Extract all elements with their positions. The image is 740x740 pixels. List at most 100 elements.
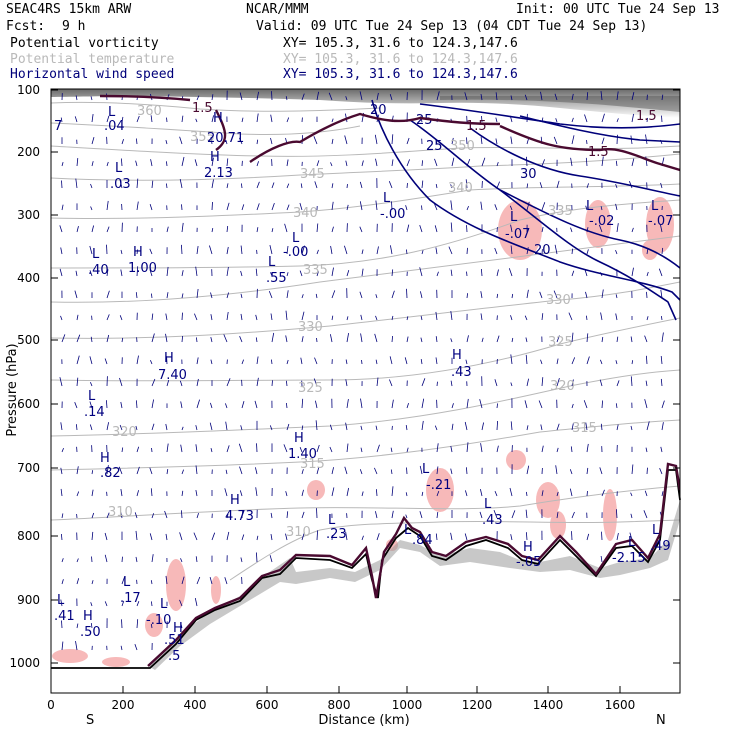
wind-vector	[76, 314, 79, 321]
extremum-label: L	[628, 535, 636, 550]
wind-vector	[196, 288, 199, 299]
wind-vector	[406, 402, 409, 409]
wind-vector	[601, 289, 604, 299]
wind-vector	[285, 335, 288, 343]
wind-vector	[361, 535, 364, 541]
extremum-label: H	[213, 111, 223, 126]
wind-vector	[76, 334, 81, 343]
wind-vector	[210, 136, 213, 145]
wind-vector	[601, 336, 604, 343]
wind-vector	[106, 422, 109, 431]
wind-vector	[241, 204, 245, 211]
wind-vector	[151, 333, 155, 343]
extremum-value: -.21	[426, 478, 451, 493]
wind-vector	[91, 470, 94, 475]
wind-vector	[435, 311, 438, 321]
wind-vector	[630, 513, 633, 519]
wind-vector	[271, 332, 275, 343]
wind-vector	[61, 334, 66, 343]
wind-vector	[209, 245, 213, 255]
wind-vector	[331, 201, 334, 211]
extremum-value: .82	[100, 466, 121, 481]
wind-vector	[106, 269, 109, 277]
wind-vector	[210, 337, 213, 343]
extremum-value: -.07	[505, 227, 530, 242]
wind-vector	[76, 158, 79, 167]
wind-vector	[345, 96, 348, 101]
wind-vector	[571, 511, 575, 519]
extremum-label: H	[173, 621, 183, 636]
wind-vector	[496, 403, 498, 409]
extremum-label: H	[210, 150, 220, 165]
wind-vector	[406, 224, 410, 233]
wind-vector	[196, 378, 199, 387]
wind-vector	[598, 224, 603, 233]
wind-vector	[615, 160, 618, 167]
wind-vector	[76, 558, 79, 563]
wind-vector	[541, 117, 544, 123]
wind-vector	[479, 399, 483, 409]
wind-vector	[661, 422, 664, 431]
wind-vector	[286, 290, 289, 299]
wind-vector	[61, 533, 63, 541]
wind-vector	[541, 490, 544, 497]
wind-vector	[165, 575, 168, 585]
wind-vector	[181, 312, 183, 321]
wind-vector	[331, 267, 334, 277]
wind-vector	[118, 466, 123, 475]
extremum-value: .51	[164, 633, 185, 648]
wind-vector	[465, 359, 468, 365]
wind-vector	[420, 315, 423, 321]
wind-vector	[181, 244, 183, 255]
wind-vector	[406, 467, 408, 475]
theta-label: 335	[303, 263, 328, 278]
wind-vector	[300, 183, 303, 189]
wind-vector	[376, 533, 380, 541]
wind-vector	[255, 314, 258, 321]
wind-vector	[238, 443, 243, 453]
wind-vector	[195, 444, 198, 453]
wind-vector	[586, 356, 590, 365]
wind-vector	[630, 425, 633, 431]
wind-vector	[316, 91, 319, 101]
wind-vector	[600, 206, 603, 211]
wind-vector	[630, 135, 633, 145]
extremum-value: -.07	[648, 214, 673, 229]
wind-vector	[435, 139, 438, 145]
wind-vector	[61, 513, 64, 519]
wind-vector	[151, 554, 154, 563]
wind-vector	[301, 398, 304, 409]
wind-vector	[644, 335, 648, 343]
pv-label: 1.5	[192, 101, 213, 116]
wind-vector	[136, 266, 139, 277]
wind-vector	[466, 225, 468, 233]
field-name-theta: Potential temperature	[10, 52, 175, 67]
extremum-label: L	[652, 523, 660, 538]
wind-vector	[151, 601, 153, 607]
wind-vector	[616, 91, 619, 101]
wind-vector	[255, 467, 258, 475]
wind-vector	[526, 532, 528, 541]
wind-vector	[391, 399, 394, 409]
wind-vector	[434, 225, 438, 233]
wind-vector	[286, 402, 288, 409]
wind-vector	[346, 204, 349, 211]
wind-vector	[570, 157, 573, 167]
wind-vector	[646, 249, 649, 255]
wind-vector	[435, 357, 438, 365]
forecast-value: 9 h	[62, 19, 86, 34]
wind-vector	[616, 509, 618, 519]
edge-labels: 7 .5	[54, 119, 180, 664]
wind-vector	[286, 380, 288, 387]
wind-vector	[150, 580, 153, 585]
wind-vector	[60, 488, 63, 497]
extremum-label: L	[160, 597, 168, 612]
wind-vector	[556, 377, 560, 387]
wind-vector	[661, 115, 663, 123]
wind-vector	[374, 467, 378, 475]
wind-vector	[59, 225, 63, 233]
wind-vector	[571, 93, 574, 101]
wind-vector	[60, 422, 63, 431]
wind-vector	[496, 161, 499, 167]
wind-vector	[526, 156, 528, 167]
